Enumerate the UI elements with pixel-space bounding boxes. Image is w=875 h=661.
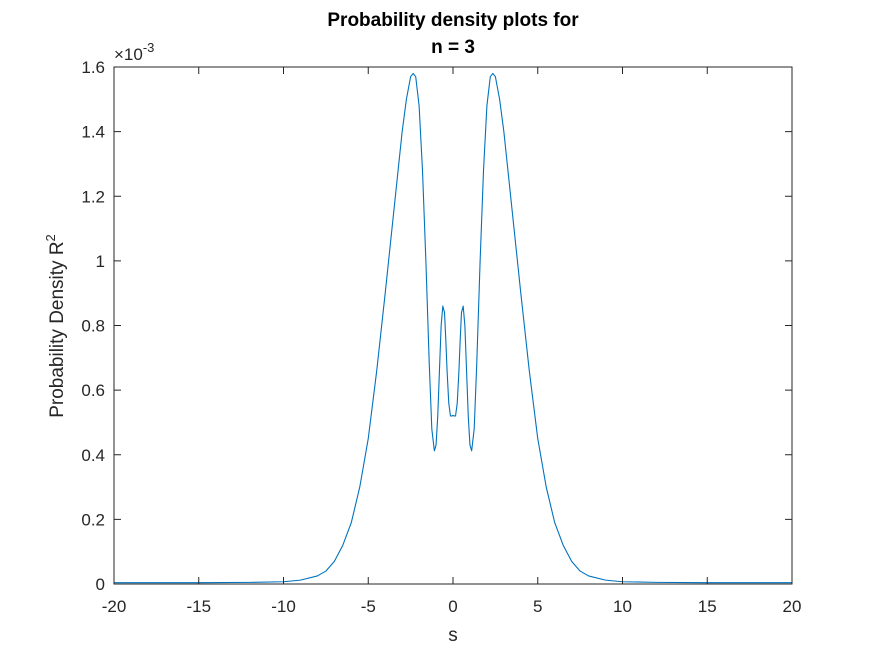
chart-title-line-2: n = 3 bbox=[431, 37, 475, 58]
y-axis-label: Probability Density R2 bbox=[43, 234, 68, 418]
y-tick-label: 1.2 bbox=[81, 187, 105, 206]
x-tick-label: 20 bbox=[783, 597, 802, 616]
chart-title-line-1: Probability density plots for bbox=[327, 10, 579, 31]
plot-area: -20 -15 -10 -5 0 5 10 15 20 0 0.2 0.4 0.6 0.8 1 1.2 1.4 1… bbox=[81, 58, 801, 616]
x-tick-label: 5 bbox=[533, 597, 542, 616]
y-tick-label: 0.6 bbox=[81, 381, 105, 400]
y-tick-label: 1 bbox=[96, 252, 105, 271]
y-axis-label-superscript: 2 bbox=[43, 234, 58, 241]
x-tick-label: 10 bbox=[613, 597, 632, 616]
x-tick-label: -20 bbox=[102, 597, 127, 616]
y-tick-label: 0.2 bbox=[81, 510, 105, 529]
y-tick-label: 0.8 bbox=[81, 317, 105, 336]
x-tick-label: 0 bbox=[448, 597, 457, 616]
y-tick-label: 0 bbox=[96, 575, 105, 594]
x-tick-label: -15 bbox=[186, 597, 211, 616]
y-exponent-base: ×10 bbox=[114, 45, 143, 64]
y-tick-label: 1.4 bbox=[81, 123, 105, 142]
x-tick-label: -10 bbox=[271, 597, 296, 616]
axes-background bbox=[114, 67, 792, 584]
y-axis-label-text: Probability Density R bbox=[47, 241, 68, 417]
x-axis-label: s bbox=[448, 625, 458, 646]
y-tick-label: 0.4 bbox=[81, 446, 105, 465]
x-tick-label: -5 bbox=[361, 597, 376, 616]
y-exponent-power: -3 bbox=[143, 40, 155, 55]
y-exponent-label: ×10-3 bbox=[114, 40, 154, 64]
y-tick-label: 1.6 bbox=[81, 58, 105, 77]
series-line-0 bbox=[114, 72, 792, 584]
x-tick-label: 15 bbox=[698, 597, 717, 616]
